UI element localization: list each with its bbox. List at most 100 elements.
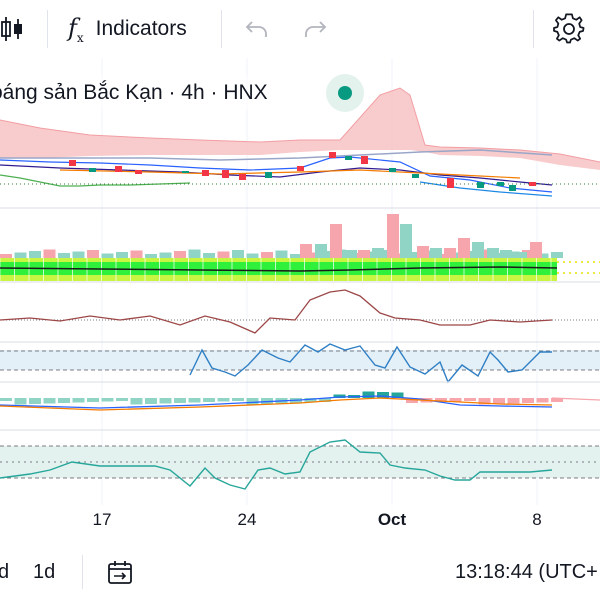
moving-average-orange [59,169,521,179]
macd-histogram-bar [551,398,563,402]
candle [447,178,454,188]
volume-bar [217,251,230,258]
ichimoku-cloud-red [0,88,600,170]
candlestick-chart-icon [1,17,22,41]
volume-bar [430,248,442,258]
volume-bar [500,250,512,258]
brown-oscillator-pane [0,289,600,334]
time-axis-label-24: 24 [237,510,257,529]
volume-bar [345,250,357,258]
date-range-button[interactable] [106,545,134,600]
macd-histogram-bar [14,398,27,405]
macd-pane [0,391,600,411]
interval-1d-button[interactable]: 1d [33,561,56,583]
volume-bar [387,214,399,258]
volume-bar [174,251,186,258]
macd-histogram-bar [493,398,505,404]
volume-bar [72,251,85,258]
macd-histogram-bar [116,398,128,401]
volume-bar [536,253,549,258]
candle [329,152,336,158]
macd-histogram-bar [101,398,114,402]
volume-bar [551,252,563,258]
undo-icon [245,21,267,37]
bottom-separator [82,555,83,589]
volume-bar [330,224,342,258]
volume-bar [14,252,27,258]
candle [529,182,536,186]
chart-type-button[interactable] [0,0,30,58]
volume-bar [315,244,327,258]
time-axis-label-17: 17 [92,510,112,529]
macd-histogram-bar [29,398,41,404]
volume-bar [246,253,259,258]
macd-histogram-bar [464,398,476,401]
volume-bar [444,248,456,258]
undo-button[interactable] [244,0,272,58]
lower-band-line [419,181,553,197]
time-axis-label-8: 8 [532,510,542,529]
interval-d-button[interactable]: d [0,561,10,583]
candle [182,171,189,173]
macd-histogram-bar [145,398,157,404]
macd-histogram-bar [435,398,447,402]
candle [412,174,419,178]
chart-canvas[interactable] [0,58,600,545]
macd-histogram-bar [203,398,215,402]
clock-timezone[interactable]: 13:18:44 (UTC+ [455,561,598,583]
volume-bar [400,224,412,258]
macd-histogram-bar [130,398,143,405]
macd-histogram-bar [333,394,346,398]
candle [115,166,122,172]
symbol-legend[interactable]: oáng sản Bắc Kạn · 4h · HNX [0,76,348,110]
volume-bar [530,242,542,258]
volume-bar [188,249,201,258]
candle [509,185,516,191]
date-range-icon [108,560,132,584]
macd-histogram-bar [232,398,244,401]
macd-histogram-bar [391,392,404,398]
volume-bar [487,248,499,258]
volume-bar [43,249,56,258]
green-rsi-pane [0,439,600,490]
settings-button[interactable] [553,0,587,58]
candle [135,170,142,174]
toolbar-separator [221,10,222,48]
toolbar-separator [533,10,534,48]
volume-bar [358,250,370,258]
macd-histogram-bar [362,391,375,398]
volume-bar [130,250,143,258]
volume-bar [372,248,384,258]
macd-histogram-bar [478,398,491,405]
macd-histogram-bar [159,398,172,404]
volume-bar [0,254,12,258]
market-open-dot [338,86,352,100]
volume-bar [522,250,534,258]
volume-bar [101,253,114,258]
candle [389,168,396,172]
market-status-indicator[interactable] [326,74,364,112]
candle [89,168,96,172]
macd-histogram-bar [217,398,230,402]
redo-button[interactable] [302,0,330,58]
macd-histogram-bar [536,398,549,403]
blue-oscillator-pane [0,343,600,384]
indicators-button[interactable]: fx Indicators [68,0,187,58]
time-axis-label-oct: Oct [377,510,407,529]
macd-histogram-bar [87,398,99,402]
volume-bar [203,253,215,258]
volume-bar [478,249,491,258]
volume-bar [58,253,70,258]
macd-histogram-bar [72,398,85,403]
volume-bar [87,250,99,258]
volume-pane [0,214,563,258]
macd-histogram-bar [246,398,259,405]
symbol-title: oáng sản Bắc Kạn · 4h · HNX [0,81,268,104]
macd-histogram-bar [507,398,520,404]
redo-icon [305,21,327,37]
candle [297,166,304,171]
settings-gear-icon [553,13,585,44]
macd-histogram-bar [522,398,534,403]
candle [222,170,229,178]
macd-histogram-bar [319,398,331,402]
